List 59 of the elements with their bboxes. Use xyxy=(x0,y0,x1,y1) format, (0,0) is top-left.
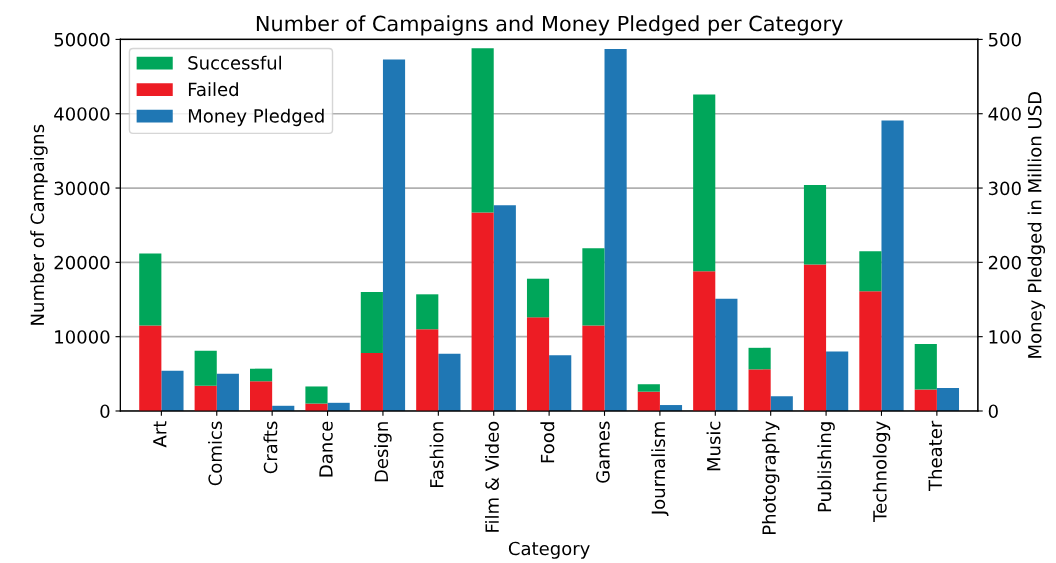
y-tick-label: 40000 xyxy=(54,107,110,121)
y2-tick-label: 500 xyxy=(988,32,1021,47)
y2-tick-label: 200 xyxy=(988,255,1021,270)
bar xyxy=(803,264,827,411)
bar xyxy=(416,294,439,330)
bar xyxy=(382,59,406,411)
x-tick-label: Design xyxy=(374,422,392,482)
y-tick-label: 30000 xyxy=(54,181,110,196)
x-tick-label: Music xyxy=(706,421,721,471)
bar xyxy=(604,49,627,411)
bar xyxy=(748,369,771,411)
x-tick-label: Technology xyxy=(872,421,891,522)
bar xyxy=(526,278,550,318)
y-tick-label: 20000 xyxy=(54,255,110,270)
bar xyxy=(582,248,605,326)
bar xyxy=(250,381,273,411)
chart-title: Number of Campaigns and Money Pledged per Category xyxy=(256,15,843,36)
y2-tick-label: 400 xyxy=(988,107,1021,121)
legend-label: Money Pledged xyxy=(188,108,324,127)
bar xyxy=(250,368,273,382)
bar xyxy=(881,120,904,411)
bar xyxy=(360,353,383,411)
x-tick-label: Theater xyxy=(928,420,943,492)
x-tick-label: Games xyxy=(596,421,610,483)
x-tick-label: Journalism xyxy=(651,422,669,517)
bar xyxy=(637,384,660,392)
bar xyxy=(637,391,660,411)
x-tick-label: Film & Video xyxy=(484,421,499,532)
legend-label: Successful xyxy=(188,55,281,70)
bar xyxy=(305,386,328,404)
y-tick-label: 0 xyxy=(100,404,110,419)
legend-label: Failed xyxy=(188,82,238,97)
y2-axis-title: Money Pledged in Million USD xyxy=(1027,92,1046,358)
x-tick-label: Dance xyxy=(319,421,333,477)
x-tick-label: Food xyxy=(540,422,555,463)
bar xyxy=(693,94,716,272)
bar xyxy=(471,48,494,213)
y2-tick-label: 0 xyxy=(988,404,998,419)
bar xyxy=(139,253,162,326)
x-tick-label: Art xyxy=(153,421,167,448)
bar xyxy=(582,325,605,411)
bar xyxy=(360,292,383,354)
y-tick-label: 10000 xyxy=(55,330,110,344)
x-tick-label: Comics xyxy=(208,421,223,486)
x-tick-label: Photography xyxy=(761,421,780,534)
bar xyxy=(803,185,827,265)
bar xyxy=(194,350,217,386)
x-tick-label: Crafts xyxy=(263,421,278,474)
x-tick-label: Fashion xyxy=(429,422,444,488)
bar xyxy=(139,325,162,411)
y-tick-label: 50000 xyxy=(54,32,110,47)
bar xyxy=(748,347,771,370)
y2-tick-label: 100 xyxy=(989,330,1021,344)
bar xyxy=(914,344,937,390)
bar xyxy=(859,251,882,292)
y2-tick-label: 300 xyxy=(988,181,1021,196)
x-tick-label: Publishing xyxy=(817,422,835,512)
x-axis-title: Category xyxy=(508,541,590,559)
y-axis-title: Number of Campaigns xyxy=(30,124,48,325)
